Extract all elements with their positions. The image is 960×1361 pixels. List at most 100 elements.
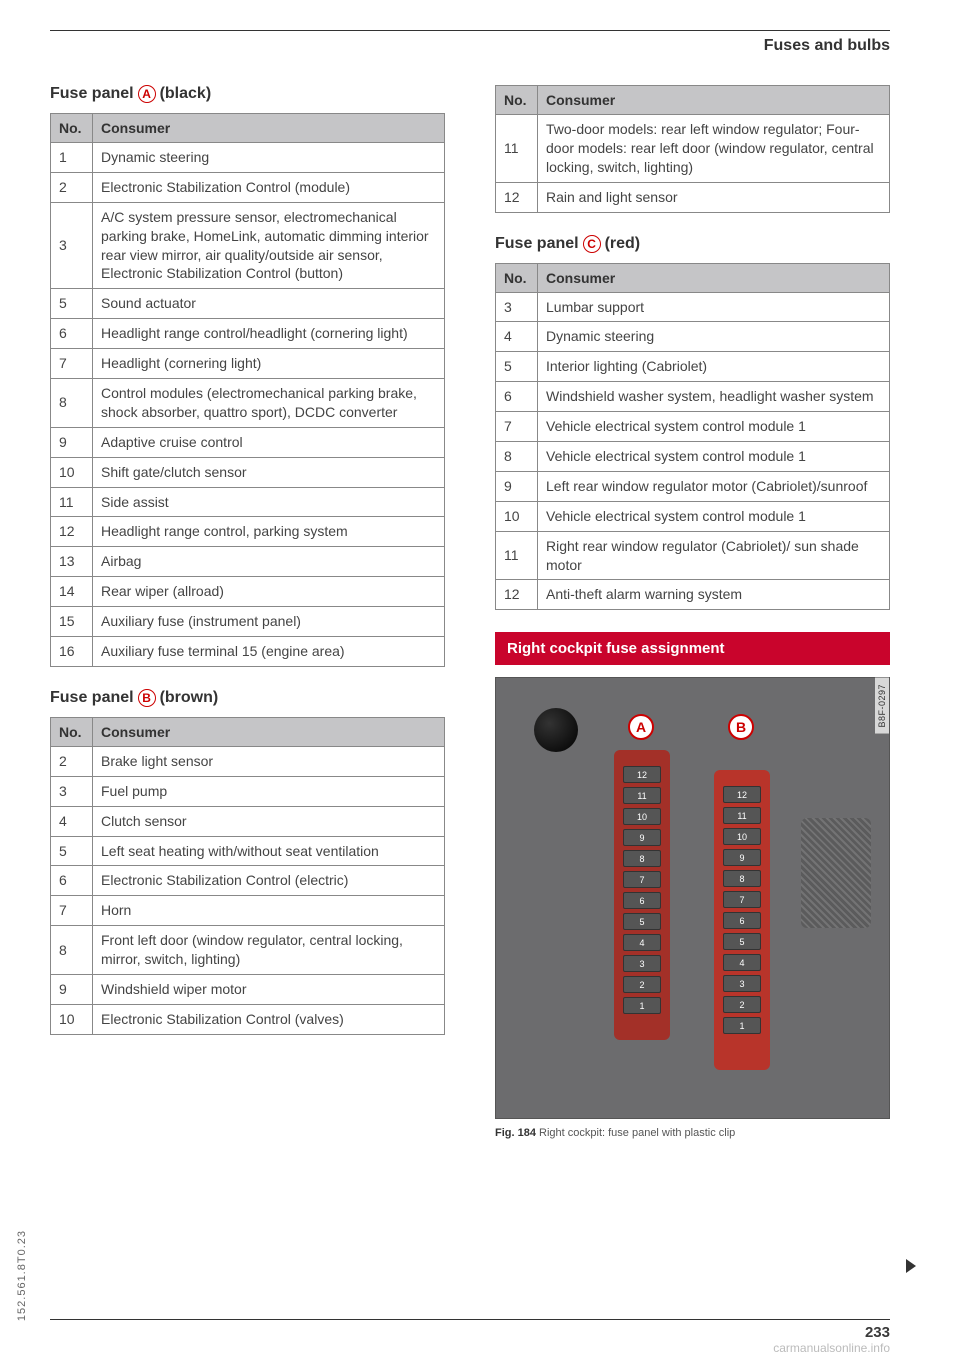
cell-consumer: Auxiliary fuse terminal 15 (engine area) — [93, 637, 445, 667]
table-row: 2Brake light sensor — [51, 746, 445, 776]
cell-no: 8 — [51, 926, 93, 975]
figure-container: B8F-0297 A B 121110987654321 12111098765… — [495, 677, 890, 1119]
fuse-slot: 8 — [723, 870, 761, 887]
cell-no: 4 — [496, 322, 538, 352]
cell-consumer: Airbag — [93, 547, 445, 577]
fuse-slot: 4 — [723, 954, 761, 971]
table-row: 5Interior lighting (Cabriolet) — [496, 352, 890, 382]
panel-c-letter-icon: C — [583, 235, 601, 253]
cell-no: 3 — [496, 292, 538, 322]
cell-consumer: Auxiliary fuse (instrument panel) — [93, 607, 445, 637]
caption-text: Right cockpit: fuse panel with plastic c… — [539, 1127, 735, 1139]
cell-consumer: Anti-theft alarm warning system — [538, 580, 890, 610]
cell-consumer: Electronic Stabilization Control (electr… — [93, 866, 445, 896]
cell-consumer: Windshield wiper motor — [93, 975, 445, 1005]
panel-b-title-pre: Fuse panel — [50, 689, 134, 707]
fuse-slot: 12 — [723, 786, 761, 803]
panel-b-title: Fuse panel B (brown) — [50, 689, 445, 707]
cell-consumer: Horn — [93, 896, 445, 926]
cell-no: 11 — [496, 115, 538, 183]
cell-consumer: Side assist — [93, 487, 445, 517]
panel-c-table: No. Consumer 3Lumbar support4Dynamic ste… — [495, 263, 890, 611]
fuse-slot: 10 — [723, 828, 761, 845]
table-row: 13Airbag — [51, 547, 445, 577]
fuse-slot: 2 — [723, 996, 761, 1013]
cell-no: 12 — [51, 517, 93, 547]
cell-no: 8 — [496, 442, 538, 472]
col-no: No. — [496, 86, 538, 115]
table-row: 8Front left door (window regulator, cent… — [51, 926, 445, 975]
table-row: 15Auxiliary fuse (instrument panel) — [51, 607, 445, 637]
cell-consumer: Interior lighting (Cabriolet) — [538, 352, 890, 382]
cell-consumer: Lumbar support — [538, 292, 890, 322]
cell-no: 9 — [51, 975, 93, 1005]
knob-graphic — [534, 708, 578, 752]
table-row: 10Vehicle electrical system control modu… — [496, 501, 890, 531]
cell-consumer: Headlight (cornering light) — [93, 349, 445, 379]
panel-b-cont-table: No. Consumer 11Two-door models: rear lef… — [495, 85, 890, 213]
cell-consumer: Dynamic steering — [538, 322, 890, 352]
cell-no: 14 — [51, 577, 93, 607]
cell-no: 9 — [496, 471, 538, 501]
fuse-slot: 1 — [723, 1017, 761, 1034]
cell-no: 8 — [51, 379, 93, 428]
table-row: 12Rain and light sensor — [496, 182, 890, 212]
cell-consumer: Shift gate/clutch sensor — [93, 457, 445, 487]
col-consumer: Consumer — [538, 86, 890, 115]
table-row: 11Two-door models: rear left window regu… — [496, 115, 890, 183]
cell-consumer: Right rear window regulator (Cabriolet)/… — [538, 531, 890, 580]
cell-no: 7 — [51, 349, 93, 379]
cell-no: 13 — [51, 547, 93, 577]
fuse-slot: 11 — [623, 787, 661, 804]
cell-no: 11 — [51, 487, 93, 517]
table-row: 9Adaptive cruise control — [51, 427, 445, 457]
cell-no: 2 — [51, 172, 93, 202]
cell-consumer: Vehicle electrical system control module… — [538, 442, 890, 472]
panel-b-cont-body: 11Two-door models: rear left window regu… — [496, 115, 890, 213]
panel-a-table: No. Consumer 1Dynamic steering2Electroni… — [50, 113, 445, 667]
figure-caption: Fig. 184 Right cockpit: fuse panel with … — [495, 1127, 890, 1139]
panel-a-title-post: (black) — [160, 85, 212, 103]
top-rule — [50, 30, 890, 31]
table-row: 4Clutch sensor — [51, 806, 445, 836]
table-row: 8Vehicle electrical system control modul… — [496, 442, 890, 472]
fuse-slot: 6 — [723, 912, 761, 929]
caption-bold: Fig. 184 — [495, 1127, 536, 1139]
page-content: Fuses and bulbs Fuse panel A (black) No.… — [0, 0, 960, 1169]
cell-consumer: Sound actuator — [93, 289, 445, 319]
footer: 233 — [50, 1319, 890, 1341]
table-row: 10Shift gate/clutch sensor — [51, 457, 445, 487]
cell-no: 5 — [51, 836, 93, 866]
col-no: No. — [51, 114, 93, 143]
table-row: 11Side assist — [51, 487, 445, 517]
cell-no: 1 — [51, 143, 93, 173]
panel-a-title-pre: Fuse panel — [50, 85, 134, 103]
right-column: No. Consumer 11Two-door models: rear lef… — [495, 85, 890, 1139]
cell-consumer: Left seat heating with/without seat vent… — [93, 836, 445, 866]
table-row: 14Rear wiper (allroad) — [51, 577, 445, 607]
mesh-graphic — [801, 818, 871, 928]
table-row: 1Dynamic steering — [51, 143, 445, 173]
cell-no: 5 — [496, 352, 538, 382]
cell-consumer: Rain and light sensor — [538, 182, 890, 212]
cell-no: 10 — [51, 1004, 93, 1034]
table-row: 10Electronic Stabilization Control (valv… — [51, 1004, 445, 1034]
cell-no: 4 — [51, 806, 93, 836]
cell-no: 6 — [51, 319, 93, 349]
table-row: 6Headlight range control/headlight (corn… — [51, 319, 445, 349]
cell-no: 9 — [51, 427, 93, 457]
cell-no: 7 — [51, 896, 93, 926]
cell-consumer: Two-door models: rear left window regula… — [538, 115, 890, 183]
fuse-slot: 3 — [623, 955, 661, 972]
table-row: 3Fuel pump — [51, 776, 445, 806]
cell-no: 3 — [51, 202, 93, 289]
table-row: 8Control modules (electromechanical park… — [51, 379, 445, 428]
side-doc-code: 152.561.8T0.23 — [16, 1230, 28, 1321]
figure-marker-b: B — [728, 714, 754, 740]
cell-no: 10 — [496, 501, 538, 531]
figure-marker-a: A — [628, 714, 654, 740]
fuse-slot: 7 — [623, 871, 661, 888]
col-no: No. — [51, 717, 93, 746]
fuse-block-a: 121110987654321 — [614, 750, 670, 1040]
table-row: 6Windshield washer system, headlight was… — [496, 382, 890, 412]
